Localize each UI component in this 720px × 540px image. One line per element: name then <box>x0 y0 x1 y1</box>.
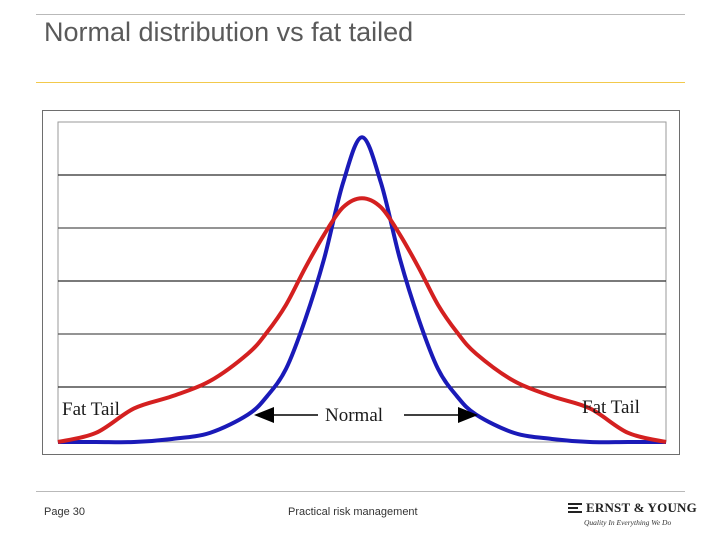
right-tail-label: Fat Tail <box>582 397 640 418</box>
ernst-young-logo: ERNST & YOUNG Quality In Everything We D… <box>568 500 686 530</box>
top-rule <box>36 14 685 15</box>
footer-rule <box>36 491 685 492</box>
footer-caption: Practical risk management <box>288 506 418 518</box>
normal-label: Normal <box>325 405 383 426</box>
page-number: Page 30 <box>44 506 85 518</box>
slide-title: Normal distribution vs fat tailed <box>44 17 413 48</box>
distribution-chart: Fat Tail Fat Tail Normal <box>42 110 678 453</box>
normal-curve <box>58 137 666 442</box>
gridlines <box>58 122 666 442</box>
plot-area-border <box>58 122 666 442</box>
logo-name: ERNST & YOUNG <box>586 500 697 516</box>
left-tail-label: Fat Tail <box>62 399 120 420</box>
title-underline <box>36 82 685 83</box>
logo-mark-icon <box>568 503 582 515</box>
logo-tagline: Quality In Everything We Do <box>584 518 671 527</box>
series-layer <box>58 137 666 442</box>
